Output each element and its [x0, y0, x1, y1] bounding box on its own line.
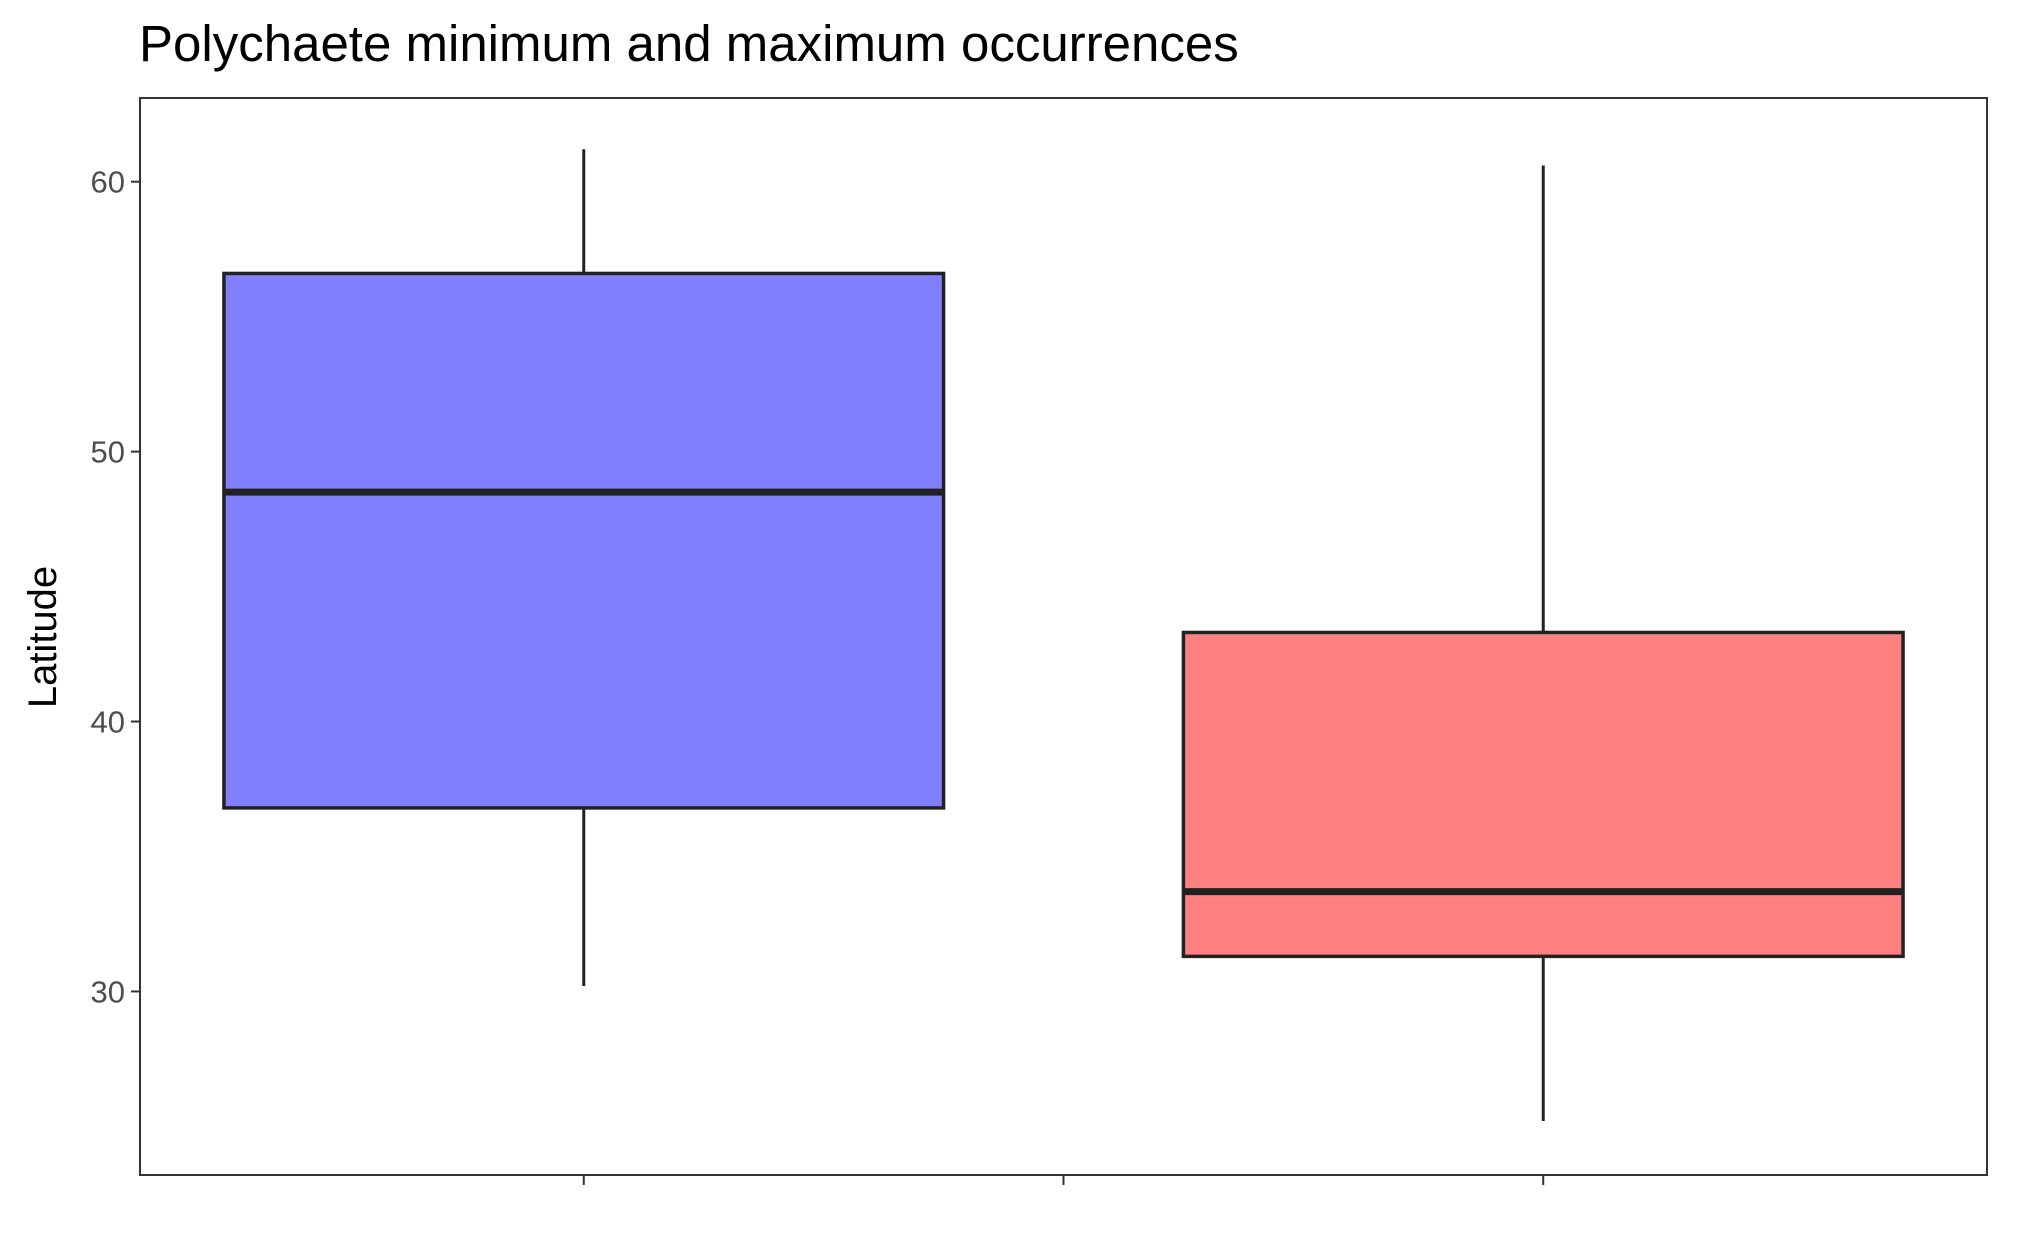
- y-tick-label: 30: [91, 974, 125, 1009]
- y-tick-label: 40: [91, 705, 125, 740]
- y-axis-label: Latitude: [21, 566, 65, 708]
- box-2: [1181, 165, 1905, 1122]
- y-tick-label: 60: [91, 165, 125, 200]
- y-axis: 30 40 50 60: [91, 165, 140, 1009]
- box-1: [222, 149, 946, 987]
- x-axis: [582, 1175, 1545, 1185]
- box-iqr: [1181, 630, 1905, 959]
- box-iqr: [222, 271, 946, 810]
- y-tick-label: 50: [91, 435, 125, 470]
- box-plots: [222, 149, 1905, 1122]
- chart-title: Polychaete minimum and maximum occurrenc…: [139, 15, 1239, 72]
